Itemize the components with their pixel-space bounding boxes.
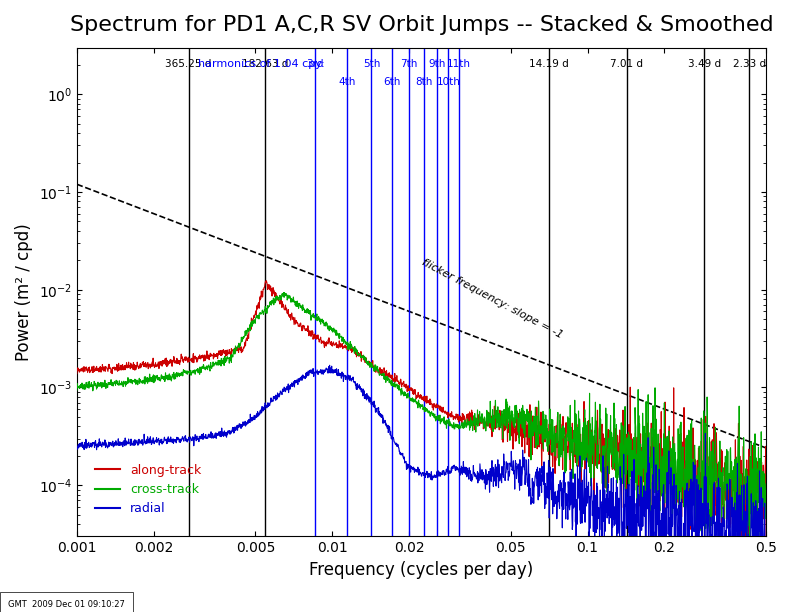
Text: 5th: 5th <box>363 59 380 69</box>
Text: harmonics of 1.04 cpy:: harmonics of 1.04 cpy: <box>198 59 326 69</box>
Text: 182.63 d: 182.63 d <box>242 59 288 69</box>
Text: 10th: 10th <box>436 76 460 86</box>
Text: 365.25 d: 365.25 d <box>166 59 211 69</box>
Text: GMT  2009 Dec 01 09:10:27: GMT 2009 Dec 01 09:10:27 <box>8 600 125 609</box>
Text: 3.49 d: 3.49 d <box>687 59 721 69</box>
Text: 14.19 d: 14.19 d <box>529 59 569 69</box>
Text: 7.01 d: 7.01 d <box>611 59 643 69</box>
Text: 9th: 9th <box>428 59 445 69</box>
Text: 4th: 4th <box>338 76 356 86</box>
Text: 2.33 d: 2.33 d <box>733 59 766 69</box>
Text: flicker frequency: slope = -1: flicker frequency: slope = -1 <box>420 257 564 340</box>
Y-axis label: Power (m² / cpd): Power (m² / cpd) <box>15 223 33 361</box>
Legend: along-track, cross-track, radial: along-track, cross-track, radial <box>90 459 206 520</box>
X-axis label: Frequency (cycles per day): Frequency (cycles per day) <box>310 561 534 578</box>
Title: Spectrum for PD1 A,C,R SV Orbit Jumps -- Stacked & Smoothed: Spectrum for PD1 A,C,R SV Orbit Jumps --… <box>70 15 773 35</box>
Text: 11th: 11th <box>447 59 471 69</box>
Text: 8th: 8th <box>415 76 432 86</box>
Text: 3rd: 3rd <box>306 59 324 69</box>
Text: 6th: 6th <box>383 76 400 86</box>
Text: 7th: 7th <box>400 59 417 69</box>
